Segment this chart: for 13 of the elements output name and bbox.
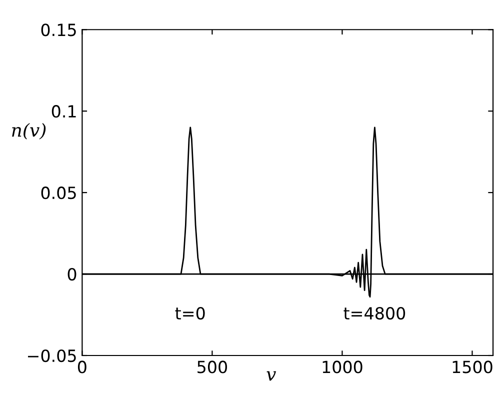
y-tick-label: −0.05 <box>28 349 76 362</box>
x-tick-label: 0 <box>78 360 86 374</box>
annotation: t=0 <box>175 306 205 320</box>
annotation: t=4800 <box>344 306 406 320</box>
y-tick-label: 0 <box>68 268 76 281</box>
y-tick-label: 0.05 <box>41 186 76 200</box>
y-tick-label: 0.15 <box>41 24 76 36</box>
x-axis-title: v <box>266 371 276 381</box>
x-tick-label: 1000 <box>322 360 362 374</box>
y-axis-title: n(v) <box>12 122 46 140</box>
x-tick-label: 500 <box>198 360 227 374</box>
x-tick-label: 1500 <box>452 360 492 374</box>
y-tick-label: 0.1 <box>52 105 76 118</box>
